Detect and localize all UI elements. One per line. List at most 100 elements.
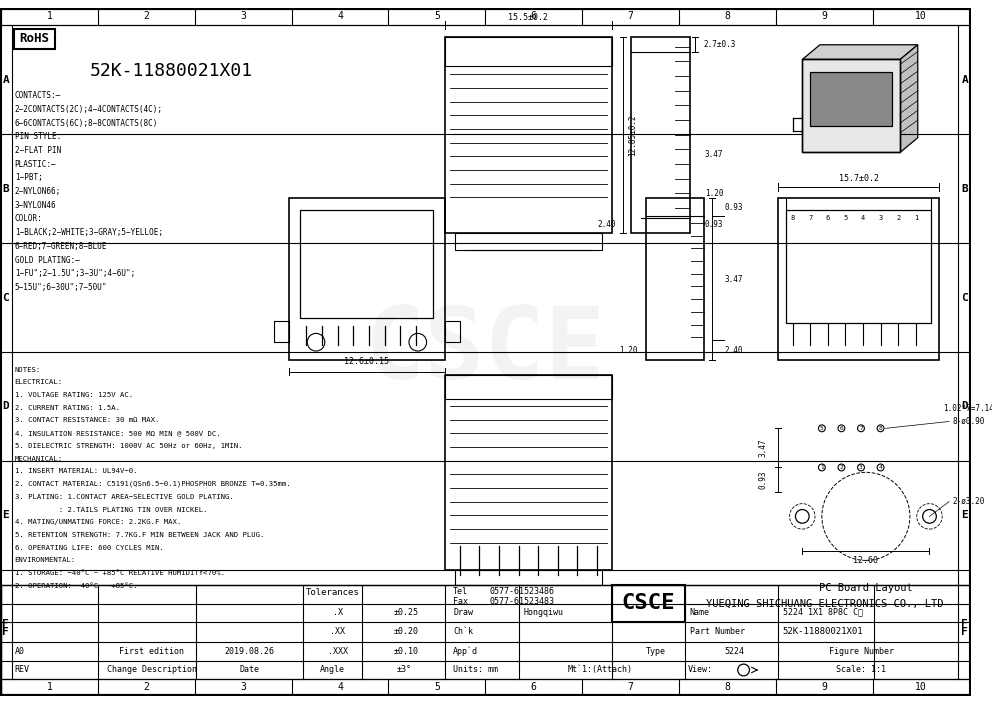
Text: 5: 5 — [434, 11, 439, 21]
Text: 52K-11880021X01: 52K-11880021X01 — [89, 62, 253, 80]
Text: 1−FU";2−1.5U";3−3U";4−6U";: 1−FU";2−1.5U";3−3U";4−6U"; — [15, 269, 135, 278]
Text: Date: Date — [239, 665, 260, 674]
Text: 2: 2 — [143, 681, 149, 691]
Text: 3.47: 3.47 — [724, 275, 743, 284]
Text: 2: 2 — [896, 215, 901, 221]
Text: 7: 7 — [628, 681, 634, 691]
Text: 1: 1 — [914, 215, 918, 221]
Text: 3.47: 3.47 — [759, 439, 768, 457]
Text: ±0.25: ±0.25 — [394, 608, 419, 617]
Bar — [611, 585, 684, 622]
Text: PLASTIC:—: PLASTIC:— — [15, 160, 57, 169]
Bar — [810, 73, 893, 126]
Bar — [455, 232, 602, 250]
Text: 1. VOLTAGE RATING: 125V AC.: 1. VOLTAGE RATING: 125V AC. — [15, 392, 133, 398]
Text: Change Description: Change Description — [107, 665, 196, 674]
Text: 5−15U";6−30U";7−50U": 5−15U";6−30U";7−50U" — [15, 283, 107, 292]
Text: 52K-11880021X01: 52K-11880021X01 — [783, 627, 863, 636]
Bar — [1, 585, 969, 696]
Bar — [786, 210, 931, 322]
Text: A: A — [961, 75, 968, 84]
Text: PC Board Layout: PC Board Layout — [819, 583, 913, 593]
Polygon shape — [900, 45, 918, 152]
Text: CONTACTS:—: CONTACTS:— — [15, 91, 61, 100]
Text: D: D — [961, 401, 968, 411]
Text: 0.93: 0.93 — [724, 203, 743, 212]
Bar — [445, 375, 611, 399]
Bar — [301, 210, 434, 318]
Text: D: D — [3, 401, 9, 411]
Text: 8-ø0.90: 8-ø0.90 — [952, 417, 985, 426]
Text: 4: 4 — [337, 11, 343, 21]
Text: 3: 3 — [859, 465, 863, 470]
Text: 5. DIELECTRIC STRENGTH: 1000V AC 50Hz or 60Hz, 1MIN.: 5. DIELECTRIC STRENGTH: 1000V AC 50Hz or… — [15, 443, 242, 449]
Text: 4. INSULATION RESISTANCE: 500 MΩ MIN @ 500V DC.: 4. INSULATION RESISTANCE: 500 MΩ MIN @ 5… — [15, 430, 220, 436]
Text: 6: 6 — [839, 426, 843, 431]
Bar — [445, 37, 611, 232]
Text: 3−NYLON46: 3−NYLON46 — [15, 201, 57, 210]
Text: 2.7±0.3: 2.7±0.3 — [703, 40, 735, 49]
Text: 3: 3 — [879, 215, 883, 221]
Text: 12.85±0.2: 12.85±0.2 — [629, 114, 638, 156]
Text: MECHANICAL:: MECHANICAL: — [15, 455, 62, 462]
Bar — [455, 570, 602, 585]
Text: 7: 7 — [628, 11, 634, 21]
Text: F: F — [961, 627, 968, 637]
Text: 2. OPERATION: −40°C ~ +85°C.: 2. OPERATION: −40°C ~ +85°C. — [15, 583, 137, 589]
Bar — [810, 73, 893, 126]
Text: B: B — [961, 184, 968, 194]
Text: 0577-61523486: 0577-61523486 — [489, 587, 555, 596]
Text: Fax: Fax — [453, 597, 468, 606]
Bar — [14, 29, 55, 49]
Text: 1. INSERT MATERIAL: UL94V−0.: 1. INSERT MATERIAL: UL94V−0. — [15, 468, 137, 474]
Text: .XX: .XX — [330, 627, 345, 636]
Text: Tolerances: Tolerances — [306, 588, 359, 597]
Text: Figure Number: Figure Number — [828, 647, 894, 656]
Text: B: B — [3, 184, 9, 194]
Text: 2−2CONTACTS(2C);4−4CONTACTS(4C);: 2−2CONTACTS(2C);4−4CONTACTS(4C); — [15, 105, 163, 114]
Text: 5: 5 — [434, 681, 439, 691]
Text: 8: 8 — [879, 426, 883, 431]
Text: 5224: 5224 — [724, 647, 744, 656]
Text: 6−6CONTACTS(6C);8−8CONTACTS(8C): 6−6CONTACTS(6C);8−8CONTACTS(8C) — [15, 118, 158, 127]
Text: Ch`k: Ch`k — [453, 627, 473, 636]
Text: 1.20: 1.20 — [619, 346, 638, 355]
Text: Name: Name — [689, 608, 710, 617]
Text: F: F — [3, 620, 9, 629]
Text: A: A — [3, 75, 9, 84]
Text: 15.7±0.2: 15.7±0.2 — [838, 175, 879, 183]
Text: Mt`1:(Attach): Mt`1:(Attach) — [567, 665, 632, 674]
Text: YUEQING SHICHUANG ELECTRONICS CO., LTD: YUEQING SHICHUANG ELECTRONICS CO., LTD — [706, 598, 943, 608]
Text: 2: 2 — [143, 11, 149, 21]
Text: E: E — [3, 510, 9, 520]
Text: Units: mm: Units: mm — [453, 665, 498, 674]
Text: 12.6±0.15: 12.6±0.15 — [344, 358, 390, 366]
Text: Scale: 1:1: Scale: 1:1 — [836, 665, 886, 674]
Text: 2. CONTACT MATERIAL: C5191(QSn6.5−0.1)PHOSPHOR BRONZE T=0.35mm.: 2. CONTACT MATERIAL: C5191(QSn6.5−0.1)PH… — [15, 481, 291, 487]
Bar — [631, 37, 689, 232]
Text: .XXX: .XXX — [327, 647, 347, 656]
Text: 6: 6 — [825, 215, 830, 221]
Text: .X: .X — [332, 608, 342, 617]
Text: GOLD PLATING:—: GOLD PLATING:— — [15, 256, 79, 265]
Text: 12.60: 12.60 — [853, 556, 878, 565]
Text: App`d: App`d — [453, 647, 478, 656]
Text: 4. MATING/UNMATING FORCE: 2.2KG.F MAX.: 4. MATING/UNMATING FORCE: 2.2KG.F MAX. — [15, 520, 181, 525]
Text: NOTES:: NOTES: — [15, 367, 41, 372]
Text: 9: 9 — [821, 11, 827, 21]
Text: 10: 10 — [916, 11, 928, 21]
Bar — [289, 199, 445, 360]
Text: 8: 8 — [791, 215, 795, 221]
Text: First edition: First edition — [119, 647, 185, 656]
Bar — [803, 59, 900, 152]
Text: 4: 4 — [879, 465, 883, 470]
Text: 5. RETENTION STRENGTH: 7.7KG.F MIN BETWEEN JACK AND PLUG.: 5. RETENTION STRENGTH: 7.7KG.F MIN BETWE… — [15, 532, 264, 538]
Text: ±0.20: ±0.20 — [394, 627, 419, 636]
Text: 1−PBT;: 1−PBT; — [15, 173, 43, 182]
Text: CSCE: CSCE — [621, 593, 675, 613]
Text: Type: Type — [646, 647, 666, 656]
Text: 10: 10 — [916, 681, 928, 691]
Bar — [803, 59, 900, 152]
Bar — [445, 321, 460, 342]
Text: 3.47: 3.47 — [705, 150, 723, 159]
